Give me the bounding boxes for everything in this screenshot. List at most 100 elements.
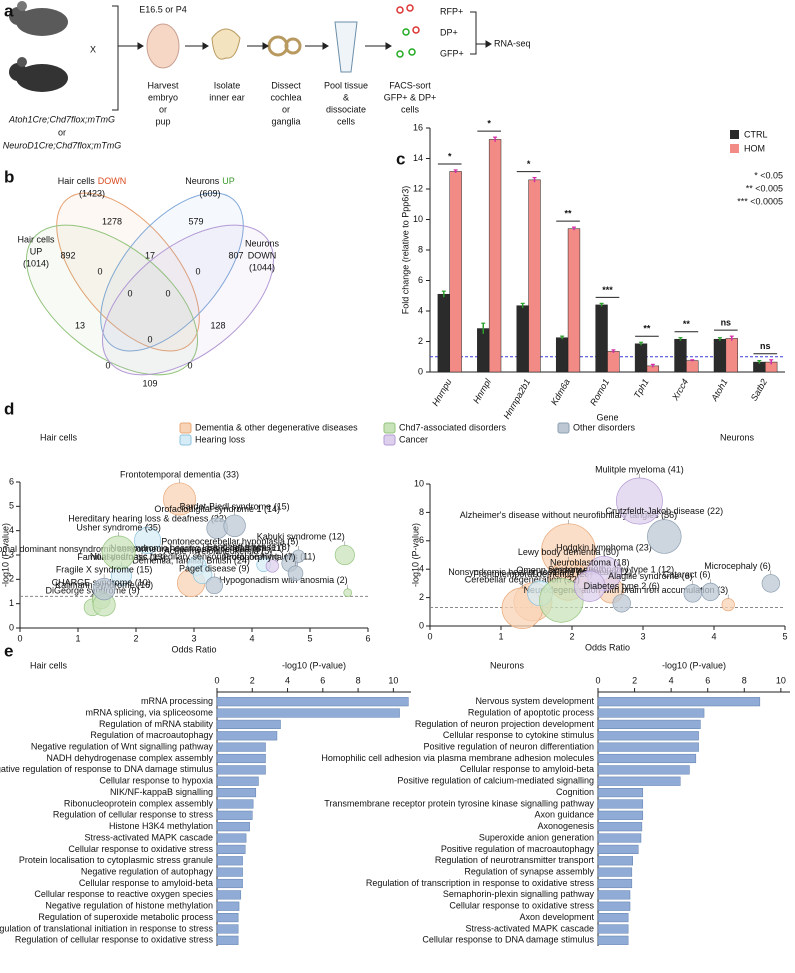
point-label: Hypogonadism with anosmia (2) [219, 575, 348, 585]
point-label: Fragile X syndrome (15) [56, 565, 153, 575]
bar [607, 351, 620, 373]
bar [216, 901, 240, 911]
x-tick-label: Kdm6a [549, 377, 572, 407]
legend-swatch [730, 144, 739, 153]
x-axis-label: Gene [596, 412, 618, 422]
set-count: (1423) [79, 188, 105, 198]
region-count: 0 [105, 360, 110, 370]
significance: ns [760, 341, 771, 351]
x-tick-label: 5 [307, 633, 312, 643]
set-direction: UP [30, 246, 43, 256]
region-count: 579 [188, 216, 203, 226]
bar [477, 328, 490, 373]
x-axis-label: -log10 (P-value) [662, 660, 726, 670]
point-label: Acute myeloid leukemia (5) [164, 546, 273, 556]
legend-swatch [383, 422, 396, 434]
y-tick-label: Axon guidance [534, 810, 594, 820]
significance-note: *** <0.0005 [737, 196, 783, 206]
y-tick-label: Negative regulation of histone methylati… [45, 901, 213, 911]
bubble [223, 514, 246, 537]
point-label: Frontotemporal dementia (33) [120, 469, 239, 479]
y-tick-label: 2 [418, 336, 423, 346]
y-tick-label: 6 [419, 535, 424, 545]
bubble [343, 588, 353, 598]
bar [555, 337, 569, 373]
point-label: Nonsyndromic hearing loss & deafness (11… [110, 543, 284, 553]
x-tick-label: Xrcc4 [670, 377, 691, 403]
point-label: Protoporphyria (7) [223, 552, 296, 562]
x-tick-label: 8 [356, 675, 361, 685]
y-tick-label: Regulation of cellular response to oxida… [15, 935, 214, 945]
population: GFP+ [440, 48, 464, 58]
point-label: Frontotemporal dementia (28) [473, 569, 592, 579]
bar [216, 810, 253, 820]
bar [567, 228, 581, 373]
bar [686, 360, 699, 373]
bar [597, 901, 631, 911]
y-tick-label: Superoxide anion generation [479, 832, 594, 842]
bar [216, 833, 247, 843]
set-name: Neurons [185, 176, 220, 186]
bar [674, 338, 687, 373]
bubble [616, 477, 663, 525]
step-label: pup [155, 116, 170, 126]
y-tick-label: Protein localisation to cytoplasmic stre… [19, 855, 213, 865]
x-tick-label: 8 [742, 675, 747, 685]
y-tick-label: Cellular response to oxidative stress [449, 901, 594, 911]
point-label: Lewy body dementia (30) [518, 547, 619, 557]
y-tick-label: 1 [9, 598, 14, 608]
bar [216, 799, 254, 809]
y-tick-label: NADH dehydrogenase complex assembly [46, 753, 213, 763]
y-tick-label: Ribonucleoprotein complex assembly [64, 798, 214, 808]
bubble [701, 582, 720, 602]
bar [216, 822, 250, 832]
step-label: Pool tissue [324, 80, 368, 90]
bar [216, 719, 281, 729]
bar [528, 179, 541, 373]
bar [597, 697, 761, 707]
point-label: Omenn syndrome (37) [516, 565, 606, 575]
y-tick-label: Cellular response to cytokine stimulus [443, 730, 595, 740]
bar [216, 924, 239, 934]
point-label: Hodgkin lymphoma (23) [556, 543, 652, 553]
step-label: dissociate [326, 104, 366, 114]
set-count: (1014) [23, 258, 49, 268]
x-tick-label: 4 [249, 633, 254, 643]
venn-set [100, 192, 244, 352]
y-tick-label: Histone H3K4 methylation [109, 821, 213, 831]
x-tick-label: 3 [640, 631, 645, 641]
x-tick-label: 2 [250, 675, 255, 685]
venn-set [101, 224, 275, 376]
bubble [92, 577, 116, 601]
chart-title: Neurons [720, 432, 755, 442]
point-label: Cerebellar degeneration (32) [465, 574, 580, 584]
x-tick-label: 4 [285, 675, 290, 685]
y-tick-label: Nervous system development [475, 696, 594, 706]
bar [597, 935, 629, 945]
y-tick-label: 0 [9, 622, 14, 632]
panel-letter: e [4, 641, 13, 660]
bar [634, 343, 648, 373]
bar [216, 697, 409, 707]
legend-label: CTRL [744, 129, 768, 139]
bubble [287, 565, 304, 582]
bar [216, 788, 257, 798]
bar [216, 935, 239, 945]
step-label: cells [337, 116, 356, 126]
x-tick-label: 10 [388, 675, 398, 685]
legend-swatch [383, 434, 396, 446]
x-tick-label: Satb2 [749, 377, 769, 402]
x-tick-label: 4 [669, 675, 674, 685]
bar [216, 878, 243, 889]
y-tick-label: Positive regulation of neuron differenti… [424, 742, 594, 752]
y-tick-label: Regulation of superoxide metabolic proce… [38, 912, 213, 922]
workflow-icons [146, 4, 420, 73]
bar [725, 338, 738, 373]
x-tick-label: 1 [498, 631, 503, 641]
point-label: Bardet-Biedl syndrome (15) [180, 501, 290, 511]
y-tick-label: Cognition [556, 787, 594, 797]
x-axis-label: -log10 (P-value) [282, 660, 346, 670]
y-tick-label: 2 [9, 574, 14, 584]
bar [597, 844, 639, 854]
mice [9, 1, 68, 92]
